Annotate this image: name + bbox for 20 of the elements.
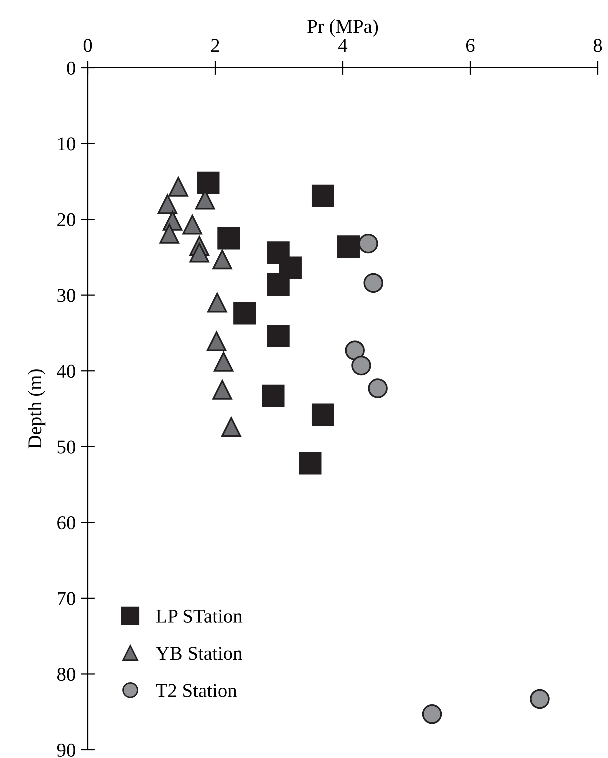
y-tick-label: 30 bbox=[58, 289, 76, 302]
legend-label: LP STation bbox=[156, 610, 243, 623]
y-tick-label: 80 bbox=[57, 668, 76, 682]
x-axis-title: Pr (MPa) bbox=[308, 20, 378, 38]
x-tick-label: 8 bbox=[594, 39, 602, 52]
legend-label: YB Station bbox=[156, 647, 242, 660]
y-tick-label: 90 bbox=[57, 744, 76, 757]
y-tick-label: 60 bbox=[58, 516, 76, 530]
legend-label: T2 Station bbox=[156, 684, 238, 698]
x-tick-label: 6 bbox=[466, 39, 475, 52]
y-tick-label: 0 bbox=[67, 62, 76, 75]
y-tick-label: 70 bbox=[58, 592, 76, 606]
x-tick-label: 2 bbox=[211, 39, 220, 52]
y-tick-label: 20 bbox=[58, 213, 76, 226]
y-axis-title: Depth (m) bbox=[28, 370, 46, 449]
y-tick-label: 50 bbox=[58, 440, 76, 454]
x-tick-label: 0 bbox=[84, 39, 92, 52]
x-tick-label: 4 bbox=[338, 39, 348, 52]
y-tick-label: 40 bbox=[57, 364, 76, 378]
y-tick-label: 10 bbox=[58, 138, 76, 151]
